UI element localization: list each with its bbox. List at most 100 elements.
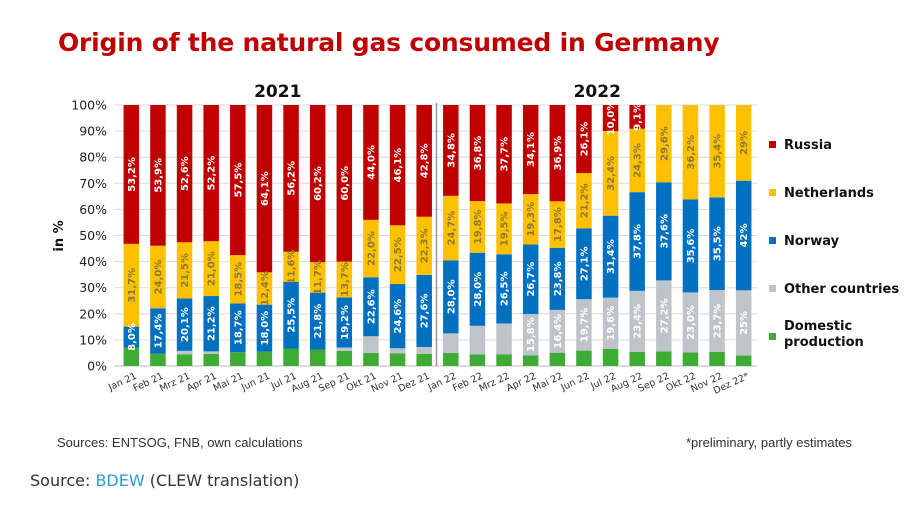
bar-segment-other <box>549 309 566 353</box>
bar-segment-russia <box>522 105 539 195</box>
data-label-russia: 44,0% <box>366 145 377 180</box>
data-label-russia: 34,8% <box>446 133 457 168</box>
legend-swatch-norway <box>769 237 776 244</box>
data-label-norway: 35,5% <box>713 226 724 261</box>
data-label-netherlands: 21,5% <box>180 253 191 288</box>
data-label-norway: 26,7% <box>526 262 537 297</box>
bar-segment-russia <box>283 105 299 252</box>
data-label-russia: 10,0% <box>606 101 617 136</box>
bar-stack-aug-21 <box>309 105 326 366</box>
data-label-norway: 17,4% <box>153 314 164 349</box>
data-label-russia: 64,1% <box>260 171 271 206</box>
data-label-netherlands: 29,6% <box>659 126 670 161</box>
source-link-bdew[interactable]: BDEW <box>95 471 145 490</box>
x-tick-label: Jun 22 <box>559 371 592 394</box>
bar-segment-other <box>602 297 619 349</box>
bar-segment-domestic <box>150 353 166 366</box>
bar-segment-netherlands <box>150 245 166 309</box>
bar-segment-netherlands <box>496 203 512 255</box>
bar-segment-netherlands <box>309 262 326 293</box>
bar-stack-jul-21 <box>283 105 299 366</box>
data-label-netherlands: 32,4% <box>606 156 617 191</box>
data-label-russia: 34,1% <box>526 132 537 167</box>
data-label-norway: 18,7% <box>233 310 244 345</box>
bar-segment-domestic <box>256 351 273 366</box>
data-label-russia: 53,9% <box>153 158 164 193</box>
bar-segment-russia <box>150 105 166 246</box>
bar-segment-netherlands <box>629 128 645 193</box>
data-label-russia: 52,2% <box>207 156 218 191</box>
bar-segment-domestic <box>656 351 672 366</box>
data-label-netherlands: 35,4% <box>713 134 724 169</box>
legend-swatch-russia <box>769 141 776 148</box>
bar-stack-okt-22 <box>682 105 699 366</box>
bar-segment-domestic <box>682 352 699 366</box>
data-label-norway: 26,5% <box>500 272 511 307</box>
bar-segment-norway <box>150 308 166 354</box>
bar-segment-domestic <box>283 348 299 366</box>
data-label-russia: 60,2% <box>313 166 324 201</box>
data-label-netherlands: 36,2% <box>686 135 697 170</box>
bar-stack-mrz-22 <box>496 105 512 366</box>
bar-segment-russia <box>363 105 379 220</box>
y-tick-label: 90% <box>79 124 107 139</box>
bar-segment-other <box>416 346 432 354</box>
bar-segment-other <box>389 348 406 354</box>
bar-segment-norway <box>336 297 353 348</box>
data-label-netherlands: 22,3% <box>420 228 431 263</box>
data-label-russia: 37,7% <box>500 137 511 172</box>
data-label-norway: 8,0% <box>127 323 138 351</box>
bar-segment-norway <box>496 254 512 324</box>
bar-segment-domestic <box>443 352 459 366</box>
legend-item-russia: Russia <box>769 138 832 153</box>
bar-segment-other <box>629 290 645 352</box>
bar-segment-russia <box>389 105 406 226</box>
data-label-norway: 21,8% <box>313 304 324 339</box>
bar-segment-russia <box>629 105 645 129</box>
bar-segment-domestic <box>336 350 353 366</box>
x-tick-label: Jun 21 <box>239 371 272 394</box>
bar-stack-sep-22 <box>656 105 672 366</box>
bar-stack-jun-22 <box>576 105 592 366</box>
bar-segment-netherlands <box>416 216 432 275</box>
bar-segment-russia <box>176 105 193 243</box>
data-label-norway: 28,0% <box>473 272 484 307</box>
data-label-norway: 20,1% <box>180 307 191 342</box>
data-label-other: 19,6% <box>606 306 617 341</box>
bar-segment-other <box>682 292 699 353</box>
y-tick-label: 100% <box>71 98 107 113</box>
legend-label: Netherlands <box>784 186 874 201</box>
bar-segment-netherlands <box>336 261 353 298</box>
y-tick-label: 30% <box>79 280 107 295</box>
bar-stack-mai-21 <box>230 105 246 366</box>
bar-segment-netherlands <box>230 255 246 304</box>
bar-segment-netherlands <box>176 242 193 299</box>
data-label-russia: 9,1% <box>633 103 644 131</box>
y-tick-label: 40% <box>79 254 107 269</box>
bar-segment-netherlands <box>709 105 725 198</box>
data-label-netherlands: 24,0% <box>153 260 164 295</box>
data-label-russia: 36,9% <box>553 136 564 171</box>
data-label-norway: 35,6% <box>686 229 697 264</box>
bar-segment-russia <box>496 105 512 204</box>
bar-stack-okt-21 <box>363 105 379 366</box>
bar-segment-netherlands <box>602 131 619 216</box>
bar-segment-netherlands <box>656 105 672 183</box>
legend-item-norway: Norway <box>769 234 840 249</box>
bar-segment-norway <box>123 326 140 348</box>
source-line: Source: BDEW (CLEW translation) <box>30 471 299 490</box>
data-label-netherlands: 21,0% <box>207 251 218 286</box>
chart-title: Origin of the natural gas consumed in Ge… <box>58 28 720 57</box>
data-label-netherlands: 22,5% <box>393 237 404 272</box>
bar-segment-norway <box>443 260 459 334</box>
data-label-netherlands: 21,2% <box>579 183 590 218</box>
legend-item-netherlands: Netherlands <box>769 186 874 201</box>
bar-segment-norway <box>682 199 699 293</box>
y-tick-label: 60% <box>79 202 107 217</box>
bar-segment-netherlands <box>549 201 566 248</box>
bar-segment-russia <box>309 105 326 263</box>
bar-segment-other <box>735 290 752 356</box>
y-tick-label: 20% <box>79 306 107 321</box>
bar-segment-domestic <box>602 348 619 366</box>
